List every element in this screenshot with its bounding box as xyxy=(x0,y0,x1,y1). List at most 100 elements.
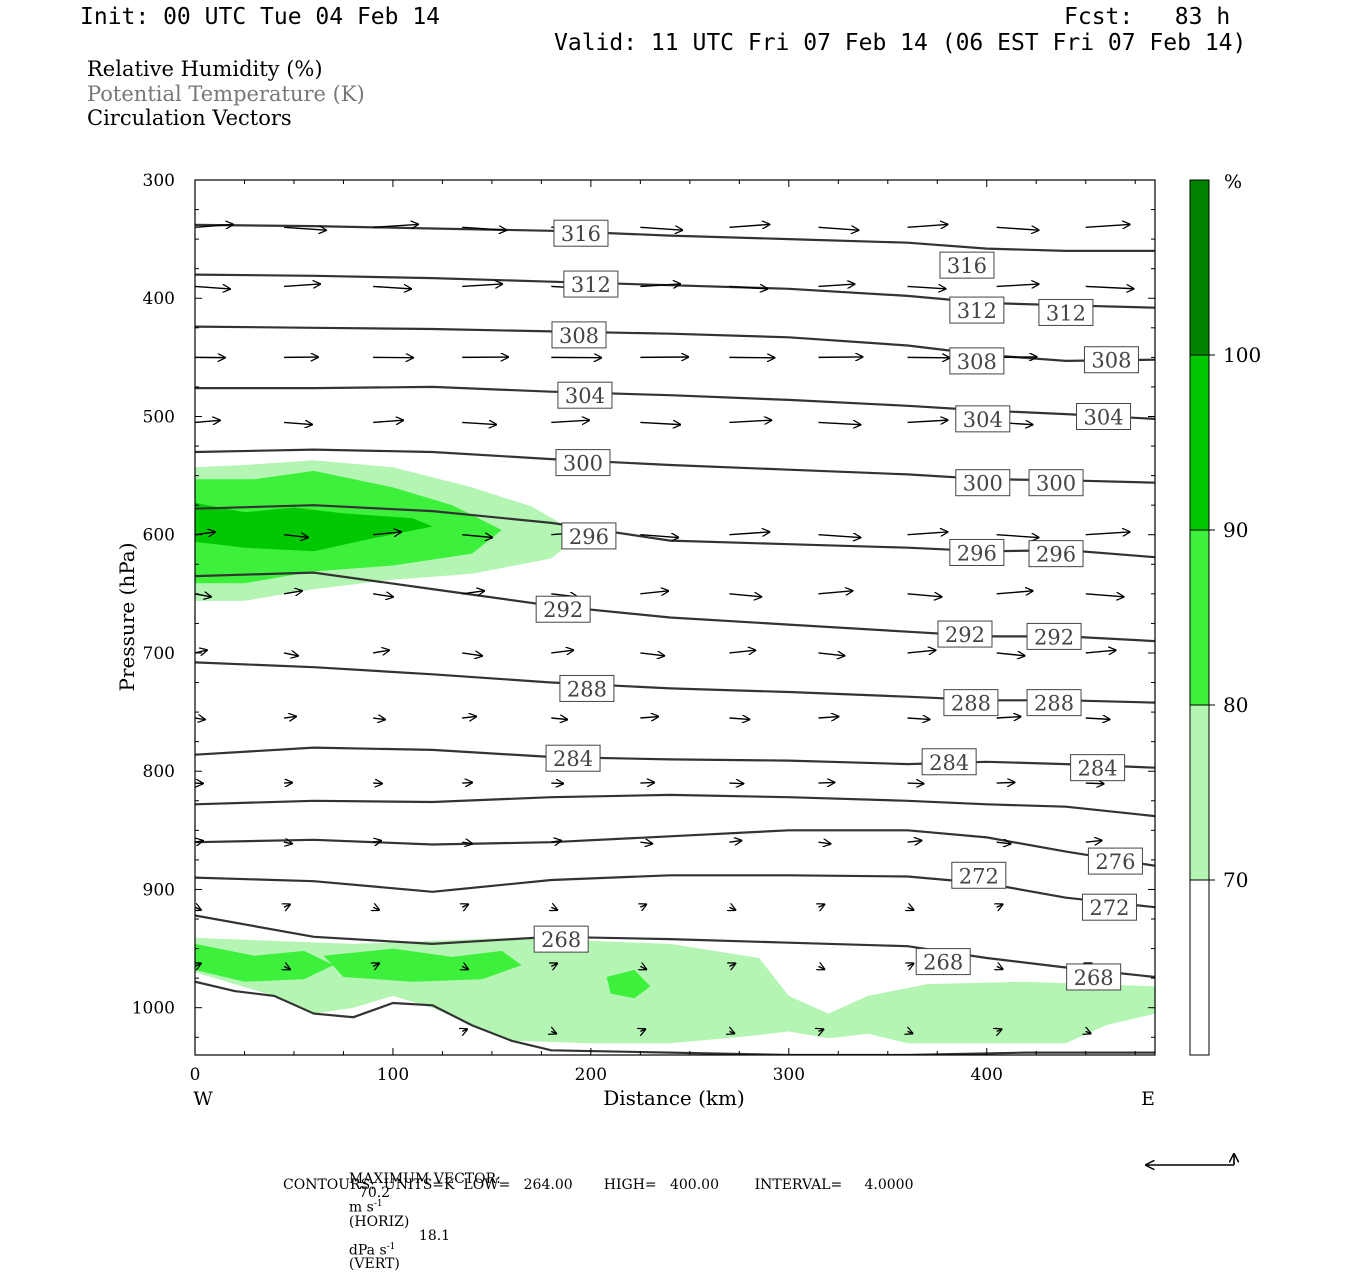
circulation-vectors xyxy=(195,224,1134,1033)
vector-arrow xyxy=(462,591,484,594)
colorbar-segment xyxy=(1190,180,1209,355)
vector-arrow xyxy=(997,904,1003,907)
vector-arrow xyxy=(997,535,1039,538)
vector-arrow xyxy=(284,716,296,718)
vector-arrow xyxy=(284,422,312,424)
vector-arrow xyxy=(1086,594,1124,597)
contour-label-312: 312 xyxy=(1046,301,1086,325)
vector-arrow xyxy=(908,783,924,784)
x-end-label-west: W xyxy=(193,1088,213,1110)
vector-arrow xyxy=(729,783,743,784)
vector-arrow xyxy=(729,841,741,843)
x-tick-label: 200 xyxy=(575,1065,607,1085)
vector-arrow xyxy=(729,224,769,227)
x-tick-label: 100 xyxy=(377,1065,409,1085)
vector-arrow xyxy=(640,227,682,230)
vector-arrow xyxy=(729,532,769,535)
vector-arrow xyxy=(819,966,825,969)
x-axis-label: Distance (km) xyxy=(603,1086,745,1110)
vector-arrow xyxy=(462,422,496,424)
vector-arrow xyxy=(997,782,1015,783)
vector-arrow xyxy=(551,650,573,653)
vector-arrow xyxy=(908,963,914,966)
vector-arrow xyxy=(908,286,946,288)
vector-arrow xyxy=(908,594,942,597)
colorbar-unit: % xyxy=(1224,171,1242,193)
contour-label-312: 312 xyxy=(957,299,997,323)
colorbar-tick-label: 80 xyxy=(1223,693,1248,717)
vector-arrow xyxy=(373,594,393,597)
vector-arrow xyxy=(729,650,755,653)
vector-arrow xyxy=(373,650,389,653)
colorbar-segment xyxy=(1190,880,1209,1055)
vector-arrow xyxy=(551,783,563,784)
colorbar-segment xyxy=(1190,530,1209,705)
contour-label-300: 300 xyxy=(1036,472,1076,496)
vector-arrow xyxy=(195,718,205,720)
y-tick-label: 700 xyxy=(143,644,175,664)
vector-arrow xyxy=(1086,224,1130,227)
contour-label-268: 268 xyxy=(541,928,581,952)
max-vert-exp: -1 xyxy=(387,1242,396,1252)
contour-label-288: 288 xyxy=(1034,692,1074,716)
vector-arrow xyxy=(997,717,1021,718)
contour-label-268: 268 xyxy=(923,951,963,975)
contour-label-272: 272 xyxy=(1089,896,1129,920)
vector-arrow xyxy=(462,284,502,286)
theta-contour-308 xyxy=(195,327,1155,361)
vector-arrow xyxy=(640,717,658,718)
vector-arrow xyxy=(1086,783,1104,784)
colorbar-tick-label: 70 xyxy=(1223,868,1248,892)
vector-arrow xyxy=(551,420,589,422)
vector-arrow xyxy=(819,422,861,424)
rh-shading xyxy=(195,460,1155,1043)
vector-arrow xyxy=(1086,532,1130,535)
vector-arrow xyxy=(462,904,468,907)
theta-contour-312 xyxy=(195,275,1155,308)
colorbar-segment xyxy=(1190,355,1209,530)
vector-arrow xyxy=(908,650,936,653)
vector-arrow xyxy=(640,842,652,844)
vector-arrow xyxy=(997,966,1003,969)
vector-arrow xyxy=(1086,718,1110,719)
y-tick-label: 400 xyxy=(143,289,175,309)
theta-contours xyxy=(195,225,1155,1055)
theta-contour-284 xyxy=(195,748,1155,768)
contour-label-284: 284 xyxy=(929,751,969,775)
vector-arrow xyxy=(1086,286,1134,288)
contour-label-288: 288 xyxy=(567,677,607,701)
y-tick-label: 600 xyxy=(143,526,175,546)
vector-arrow xyxy=(819,842,831,844)
vector-arrow xyxy=(819,284,855,286)
vector-arrow xyxy=(729,718,749,719)
vector-arrow xyxy=(462,653,482,656)
vector-arrow xyxy=(640,422,680,424)
colorbar-segment xyxy=(1190,705,1209,880)
vector-arrow xyxy=(819,904,825,907)
vector-arrow xyxy=(819,227,859,230)
vector-arrow xyxy=(1086,650,1116,653)
contour-label-292: 292 xyxy=(1034,625,1074,649)
vector-arrow xyxy=(373,420,403,422)
y-axis-label: Pressure (hPa) xyxy=(115,543,139,692)
contour-label-312: 312 xyxy=(571,273,611,297)
contour-label-296: 296 xyxy=(957,541,997,565)
vector-arrow xyxy=(462,716,476,718)
vector-arrow xyxy=(908,532,948,535)
colorbar-tick-label: 90 xyxy=(1223,518,1248,542)
vector-arrow xyxy=(551,718,567,719)
vector-arrow xyxy=(195,420,220,422)
contour-label-292: 292 xyxy=(945,623,985,647)
vector-arrow xyxy=(462,1029,467,1031)
y-tick-label: 900 xyxy=(143,880,175,900)
vector-arrow xyxy=(997,284,1039,286)
vector-arrow xyxy=(908,718,930,719)
max-vector-line: MAXIMUM VECTOR: 70.2 m s-1 (HORIZ) 18.1 … xyxy=(340,1158,501,1271)
vector-arrow xyxy=(908,841,922,843)
vector-arrow xyxy=(373,907,379,910)
contour-label-284: 284 xyxy=(1078,757,1118,781)
vector-arrow xyxy=(284,842,292,843)
